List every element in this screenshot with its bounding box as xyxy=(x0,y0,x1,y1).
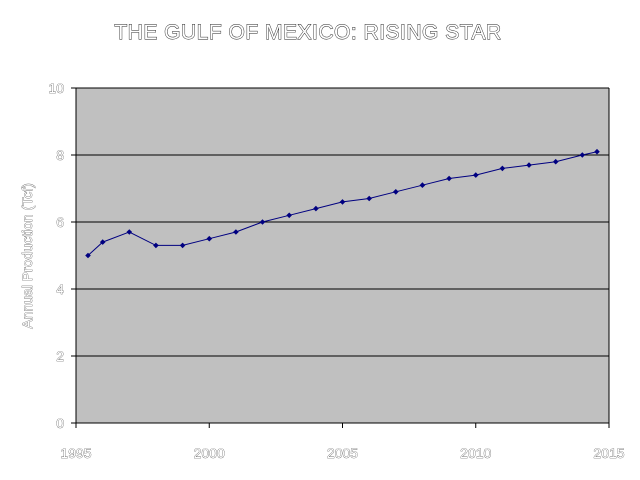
y-axis-title: Annual Production (Tcf) xyxy=(19,183,35,329)
data-point-2001 xyxy=(233,229,239,235)
x-tick-label-2005: 2005 xyxy=(327,445,358,461)
axes xyxy=(71,87,610,428)
data-point-1999 xyxy=(179,242,186,249)
data-point-2010 xyxy=(472,172,479,178)
data-point-1997 xyxy=(126,229,133,235)
tick-labels: 0 2 4 6 8 10 1995 2000 2005 2010 2015 xyxy=(48,80,625,462)
data-point-2005 xyxy=(339,199,346,205)
chart-title: THE GULF OF MEXICO: RISING STAR xyxy=(114,21,501,44)
data-point-2013 xyxy=(552,158,559,165)
y-tick-label-0: 0 xyxy=(56,415,64,431)
data-point-2011 xyxy=(499,165,506,172)
data-point-2014 xyxy=(579,152,586,158)
data-point-2002 xyxy=(259,219,266,225)
y-tick-label-8: 8 xyxy=(56,147,64,163)
x-tick-label-2015: 2015 xyxy=(593,445,624,461)
data-point-2004 xyxy=(313,205,319,212)
y-tick-label-4: 4 xyxy=(56,281,64,297)
x-tick-label-1995: 1995 xyxy=(60,445,91,461)
data-point-2003 xyxy=(286,212,292,219)
y-tick-label-6: 6 xyxy=(56,214,64,230)
data-point-2008 xyxy=(419,182,426,188)
series xyxy=(85,148,600,259)
data-point-2009 xyxy=(446,175,452,182)
x-tick-label-2010: 2010 xyxy=(460,445,491,461)
data-point-1998 xyxy=(153,242,159,249)
y-tick-label-10: 10 xyxy=(48,80,64,96)
data-point-1996 xyxy=(99,239,106,245)
plot-area xyxy=(76,88,609,423)
y-tick-label-2: 2 xyxy=(56,348,64,364)
data-point-1995 xyxy=(85,252,91,259)
data-point-2006 xyxy=(366,195,372,202)
data-point-2000 xyxy=(206,235,213,242)
x-tick-label-2000: 2000 xyxy=(194,445,225,461)
data-point-2012 xyxy=(526,162,532,168)
data-point-2015 xyxy=(594,148,600,155)
data-point-2007 xyxy=(393,189,399,195)
